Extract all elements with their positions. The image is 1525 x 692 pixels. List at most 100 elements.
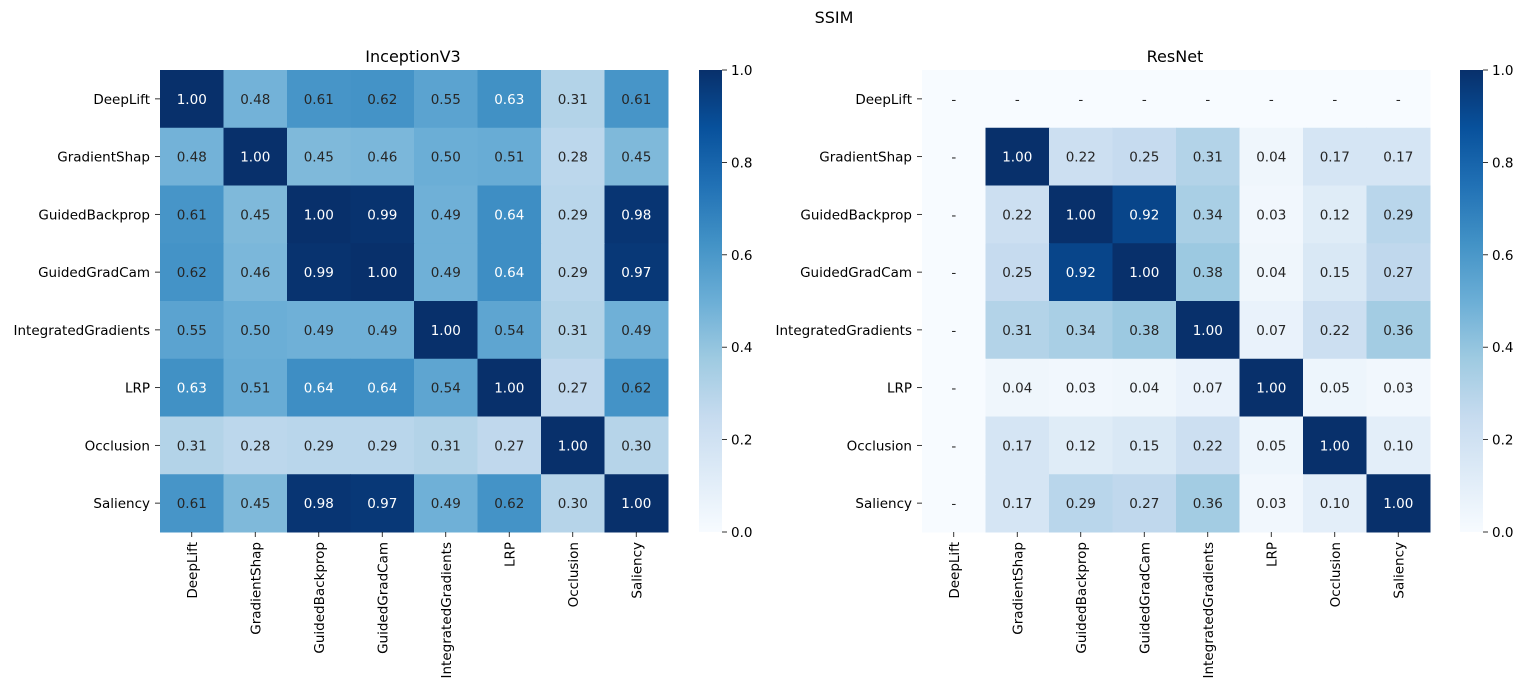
cell-value-label: 0.28 [558, 150, 588, 166]
y-tick-label: Saliency [93, 496, 150, 512]
heatmap-cell [1366, 185, 1431, 244]
heatmap-cell [350, 185, 415, 244]
y-tick-label: GuidedGradCam [38, 265, 150, 281]
cell-value-label: 0.31 [1193, 150, 1223, 166]
resnet-cell-labels: - - - - - - - - - 1.00 0.22 0.25 0.31 0.04 0.17 0.17 - 0.… [951, 92, 1413, 512]
heatmap-cell [223, 70, 288, 129]
heatmap-cell [477, 416, 542, 475]
cell-value-label: 0.31 [431, 438, 461, 454]
cell-value-label: 0.04 [1129, 381, 1159, 397]
cell-value-label: 0.05 [1256, 438, 1286, 454]
x-tick-label: Occlusion [566, 542, 582, 607]
heatmap-cell [541, 243, 605, 302]
y-tick-label: Saliency [855, 496, 912, 512]
heatmap-cell [160, 301, 224, 360]
colorbar-tick-label: 0.8 [731, 155, 752, 171]
x-tick-label: GradientShap [248, 542, 264, 635]
heatmap-cell [1112, 301, 1177, 360]
heatmap-cell [223, 416, 288, 475]
heatmap-cell [223, 358, 288, 417]
heatmap-cell [414, 127, 478, 186]
resnet-heatmap-cells [922, 70, 1431, 533]
heatmap-cell [287, 358, 351, 417]
heatmap-cell [541, 127, 605, 186]
heatmap-cell [350, 416, 415, 475]
heatmap-cell [160, 416, 224, 475]
heatmap-cell [541, 416, 605, 475]
cell-value-label: - [951, 92, 956, 108]
heatmap-cell [477, 474, 542, 533]
heatmap-cell [414, 243, 478, 302]
heatmap-cell [287, 474, 351, 533]
heatmap-cell [1239, 70, 1304, 129]
cell-value-label: 0.62 [621, 381, 651, 397]
cell-value-label: 1.00 [494, 381, 524, 397]
heatmap-cell [1303, 416, 1367, 475]
heatmap-cell [922, 301, 986, 360]
heatmap-cell [1049, 416, 1113, 475]
heatmap-cell [414, 185, 478, 244]
heatmap-cell [1112, 243, 1177, 302]
y-tick-label: IntegratedGradients [14, 323, 151, 339]
cell-value-label: 0.31 [177, 438, 207, 454]
cell-value-label: - [951, 207, 956, 223]
heatmap-cell [160, 474, 224, 533]
cell-value-label: 0.92 [1129, 207, 1159, 223]
inceptionv3-title: InceptionV3 [365, 47, 460, 66]
heatmap-cell [1176, 243, 1240, 302]
cell-value-label: 0.61 [177, 207, 207, 223]
heatmap-cell [414, 474, 478, 533]
heatmap-cell [985, 301, 1050, 360]
heatmap-cell [985, 358, 1050, 417]
x-tick-label: Saliency [1391, 542, 1407, 599]
cell-value-label: - [1396, 92, 1401, 108]
cell-value-label: 0.07 [1193, 381, 1223, 397]
heatmap-cell [985, 243, 1050, 302]
cell-value-label: 0.49 [621, 323, 651, 339]
cell-value-label: 0.49 [431, 265, 461, 281]
resnet-colorbar-ticks: 0.0 0.2 0.4 0.6 0.8 1.0 [1483, 63, 1513, 541]
cell-value-label: 0.15 [1129, 438, 1159, 454]
cell-value-label: 0.45 [240, 496, 270, 512]
heatmap-cell [1366, 70, 1431, 129]
cell-value-label: 1.00 [621, 496, 651, 512]
cell-value-label: 0.55 [177, 323, 207, 339]
cell-value-label: 0.98 [304, 496, 334, 512]
colorbar-tick-label: 0.0 [731, 525, 752, 541]
heatmap-cell [350, 243, 415, 302]
cell-value-label: 0.04 [1002, 381, 1032, 397]
heatmap-cell [1366, 301, 1431, 360]
cell-value-label: 0.07 [1256, 323, 1286, 339]
cell-value-label: - [1015, 92, 1020, 108]
cell-value-label: 0.03 [1256, 207, 1286, 223]
cell-value-label: 0.92 [1066, 265, 1096, 281]
cell-value-label: 0.29 [1066, 496, 1096, 512]
cell-value-label: - [951, 381, 956, 397]
x-tick-label: LRP [502, 542, 518, 567]
cell-value-label: 0.05 [1320, 381, 1350, 397]
heatmap-cell [1176, 301, 1240, 360]
heatmap-cell [985, 185, 1050, 244]
heatmap-cell [477, 185, 542, 244]
cell-value-label: 0.64 [494, 207, 524, 223]
cell-value-label: 0.27 [1129, 496, 1159, 512]
cell-value-label: - [1142, 92, 1147, 108]
x-tick-label: Occlusion [1328, 542, 1344, 607]
heatmap-cell [604, 70, 669, 129]
cell-value-label: - [951, 323, 956, 339]
heatmap-cell [1239, 474, 1304, 533]
y-tick-label: DeepLift [855, 92, 912, 108]
heatmap-cell [1303, 301, 1367, 360]
cell-value-label: 0.03 [1066, 381, 1096, 397]
heatmap-cell [922, 185, 986, 244]
colorbar-tick-label: 0.0 [1492, 525, 1513, 541]
cell-value-label: 0.48 [177, 150, 207, 166]
heatmap-cell [1366, 127, 1431, 186]
cell-value-label: - [951, 496, 956, 512]
cell-value-label: 1.00 [1256, 381, 1286, 397]
cell-value-label: 0.49 [367, 323, 397, 339]
cell-value-label: 0.63 [177, 381, 207, 397]
resnet-y-tick-labels: DeepLift GradientShap GuidedBackprop Guided… [776, 92, 922, 512]
heatmap-cell [604, 185, 669, 244]
